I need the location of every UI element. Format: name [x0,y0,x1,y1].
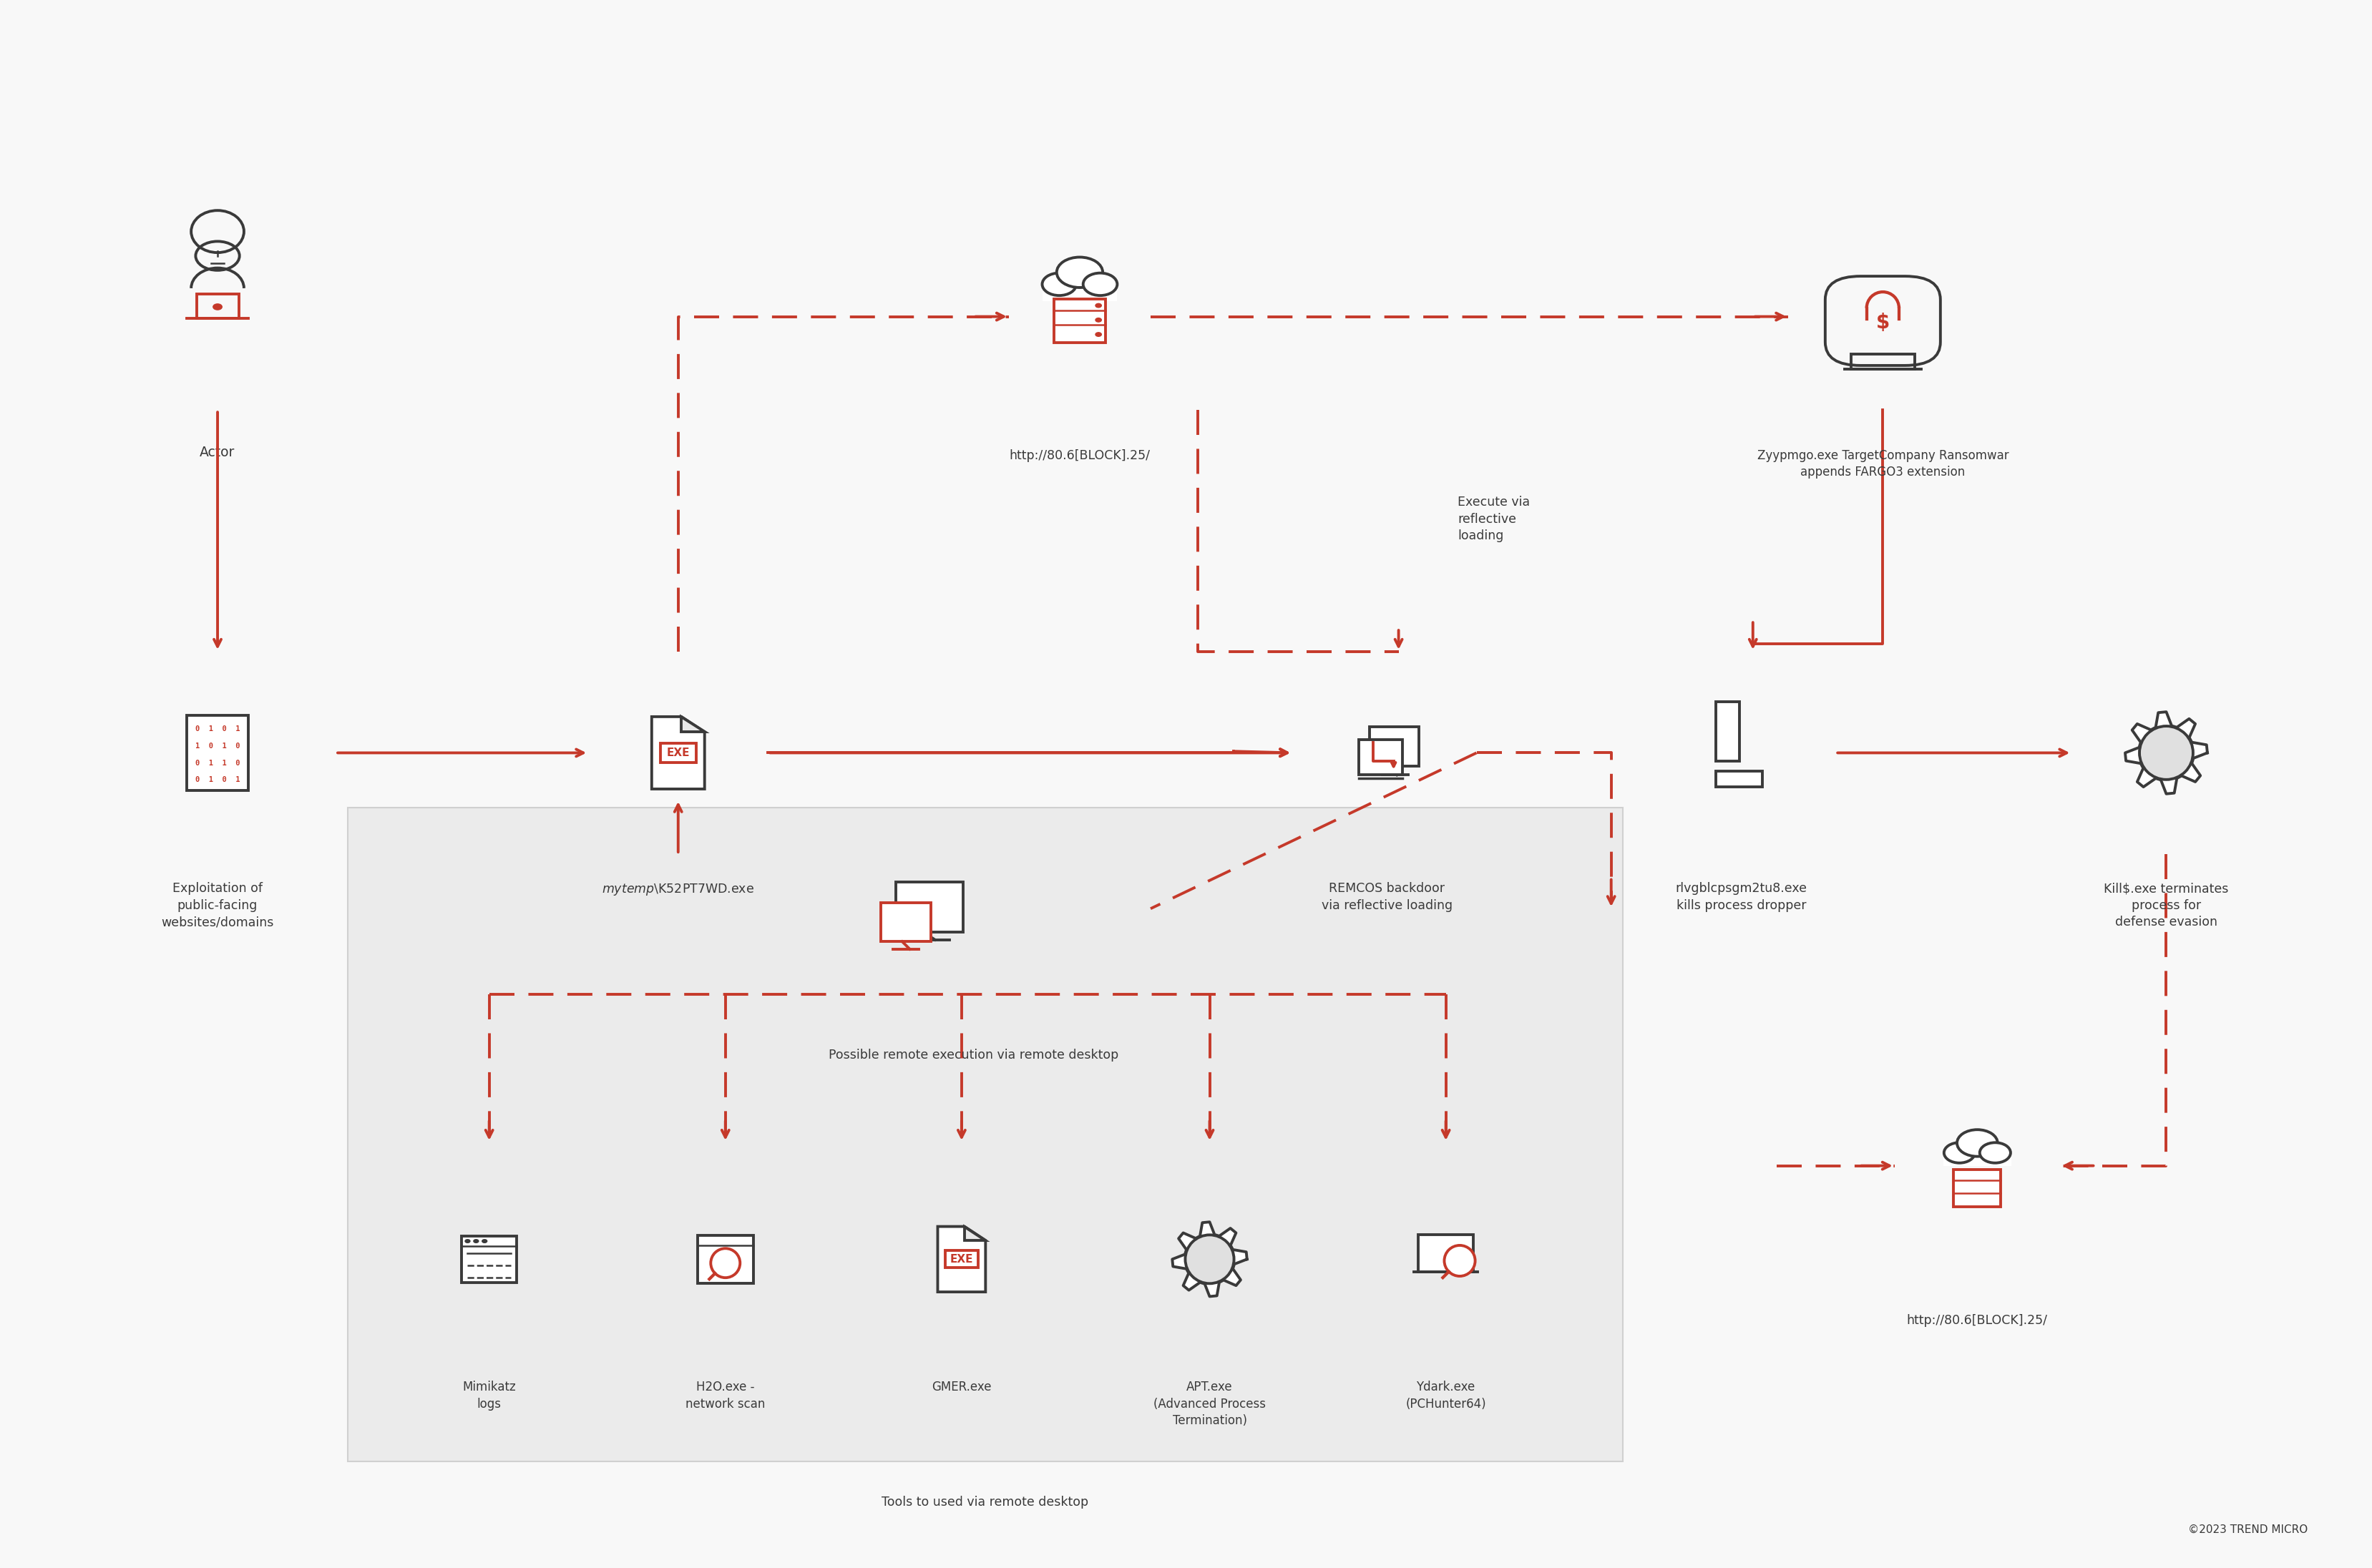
Circle shape [1096,332,1101,337]
Text: Ydark.exe
(PCHunter64): Ydark.exe (PCHunter64) [1407,1381,1487,1411]
FancyBboxPatch shape [1715,702,1739,762]
Circle shape [474,1239,479,1243]
Text: REMCOS backdoor
via reflective loading: REMCOS backdoor via reflective loading [1321,883,1452,913]
FancyBboxPatch shape [1041,281,1117,301]
Circle shape [1041,273,1077,295]
Circle shape [1981,1143,2011,1163]
Text: GMER.exe: GMER.exe [932,1381,991,1394]
Circle shape [482,1239,486,1243]
Text: $mytemp$\K52PT7WD.exe: $mytemp$\K52PT7WD.exe [602,883,754,897]
Polygon shape [652,717,704,789]
Text: rlvgblcpsgm2tu8.exe
kills process dropper: rlvgblcpsgm2tu8.exe kills process droppe… [1675,883,1807,913]
FancyBboxPatch shape [1418,1234,1473,1272]
Polygon shape [1172,1221,1248,1297]
Text: ©2023 TREND MICRO: ©2023 TREND MICRO [2189,1524,2308,1535]
Ellipse shape [1445,1245,1475,1276]
Circle shape [1096,318,1101,321]
Circle shape [1084,273,1117,295]
Text: APT.exe
(Advanced Process
Termination): APT.exe (Advanced Process Termination) [1153,1381,1267,1427]
Ellipse shape [1186,1236,1233,1284]
Text: 0  1  0  1: 0 1 0 1 [195,776,240,784]
Circle shape [1957,1129,1997,1157]
Text: http://80.6[BLOCK].25/: http://80.6[BLOCK].25/ [1907,1314,2047,1327]
FancyBboxPatch shape [897,881,963,933]
Circle shape [465,1239,470,1243]
FancyBboxPatch shape [1053,299,1105,343]
FancyBboxPatch shape [697,1236,754,1283]
Ellipse shape [2140,726,2194,779]
Text: Possible remote execution via remote desktop: Possible remote execution via remote des… [828,1049,1120,1062]
FancyBboxPatch shape [659,743,695,762]
Polygon shape [965,1226,984,1240]
Text: Mimikatz
logs: Mimikatz logs [463,1381,517,1411]
Polygon shape [681,717,704,732]
Polygon shape [937,1226,984,1292]
Text: EXE: EXE [667,748,690,759]
FancyBboxPatch shape [463,1236,517,1283]
Circle shape [1096,304,1101,307]
Text: 0  1  0  1: 0 1 0 1 [195,726,240,732]
Text: 1  0  1  0: 1 0 1 0 [195,743,240,750]
Text: H2O.exe -
network scan: H2O.exe - network scan [686,1381,766,1411]
Text: Actor: Actor [199,445,235,459]
FancyBboxPatch shape [1715,771,1762,787]
FancyBboxPatch shape [946,1251,977,1267]
Text: Tools to used via remote desktop: Tools to used via remote desktop [882,1496,1089,1508]
Text: 0  1  1  0: 0 1 1 0 [195,759,240,767]
FancyBboxPatch shape [1943,1149,2011,1165]
Circle shape [213,304,223,310]
Circle shape [1945,1143,1976,1163]
Text: Execute via
reflective
loading: Execute via reflective loading [1459,495,1530,543]
Polygon shape [2125,712,2208,793]
Text: Exploitation of
public-facing
websites/domains: Exploitation of public-facing websites/d… [161,883,273,928]
Text: http://80.6[BLOCK].25/: http://80.6[BLOCK].25/ [1008,448,1150,463]
FancyBboxPatch shape [1955,1170,2002,1207]
FancyBboxPatch shape [187,715,249,790]
Text: EXE: EXE [949,1254,973,1264]
Circle shape [1056,257,1103,287]
FancyBboxPatch shape [346,808,1622,1461]
FancyBboxPatch shape [880,903,932,942]
Text: $: $ [1876,312,1890,332]
FancyBboxPatch shape [1359,740,1402,775]
Text: Zyypmgo.exe TargetCompany Ransomwar
appends FARGO3 extension: Zyypmgo.exe TargetCompany Ransomwar appe… [1758,448,2009,478]
FancyBboxPatch shape [1369,726,1418,767]
Text: Kill$.exe terminates
process for
defense evasion: Kill$.exe terminates process for defense… [2104,883,2230,928]
